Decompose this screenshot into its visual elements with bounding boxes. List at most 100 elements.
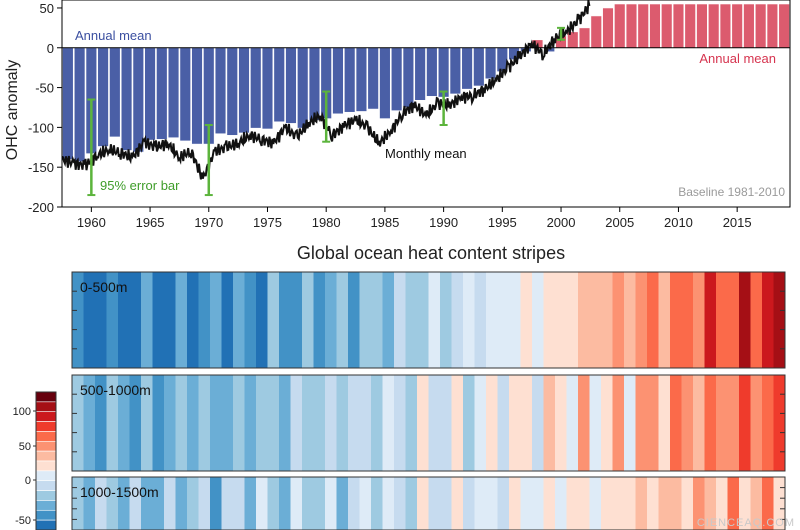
annual-mean-label-left: Annual mean (75, 28, 152, 43)
stripe (256, 272, 268, 368)
x-tick-label: 1965 (136, 215, 165, 230)
colorbar-tick-label: 50 (19, 441, 31, 453)
stripe (440, 272, 452, 368)
annual-bar-1974 (250, 47, 262, 129)
stripe (394, 477, 406, 530)
y-tick-label: -50 (35, 81, 54, 96)
stripe (279, 375, 291, 471)
stripe (681, 375, 694, 471)
y-axis-label: OHC anomaly (4, 60, 21, 160)
stripe (325, 477, 337, 530)
stripe (704, 375, 717, 471)
colorbar-swatch (35, 421, 57, 432)
stripe (359, 272, 372, 368)
stripe (624, 375, 636, 471)
stripe (233, 375, 245, 471)
annual-bar-1963 (120, 47, 133, 151)
stripe (658, 272, 671, 368)
annual-mean-bars (62, 3, 790, 162)
colorbar-swatch (35, 431, 57, 442)
stripe (451, 375, 464, 471)
stripe (716, 375, 728, 471)
stripe (681, 272, 694, 368)
stripe (451, 272, 464, 368)
stripe (635, 272, 648, 368)
stripe (233, 272, 245, 368)
stripe (106, 477, 119, 530)
stripe (693, 272, 705, 368)
stripe (141, 375, 153, 471)
colorbar-swatch (35, 440, 57, 452)
stripe (175, 272, 188, 368)
stripe (382, 375, 395, 471)
stripe (509, 375, 521, 471)
stripe (773, 375, 786, 471)
annual-bar-1993 (473, 47, 485, 87)
stripe (497, 477, 510, 530)
annual-bar-1968 (179, 47, 191, 142)
stripe (198, 272, 211, 368)
annual-bar-1988 (414, 47, 426, 101)
stripe (290, 375, 303, 471)
stripe (198, 375, 211, 471)
stripe (704, 477, 717, 530)
colorbar-swatch (35, 391, 57, 403)
stripe (267, 477, 280, 530)
stripe (405, 375, 418, 471)
stripe (348, 375, 360, 471)
y-tick-label: -150 (28, 160, 54, 175)
stripe (417, 375, 429, 471)
stripe (95, 477, 107, 530)
annual-bar-1969 (191, 47, 203, 145)
stripe (750, 375, 763, 471)
annual-bar-1975 (261, 47, 274, 130)
stripe (371, 272, 383, 368)
stripe (681, 477, 694, 530)
error-bar-1970 (204, 123, 213, 197)
stripe (486, 375, 498, 471)
annual-bar-2013 (708, 3, 720, 49)
stripe (371, 375, 383, 471)
stripe (83, 477, 96, 530)
annual-bar-1964 (132, 47, 144, 153)
stripe (578, 375, 590, 471)
stripe (727, 477, 740, 530)
error-bar-1990 (439, 90, 448, 126)
stripe (118, 477, 130, 530)
annual-bar-1972 (226, 47, 238, 136)
colorbar-swatch (35, 460, 57, 472)
colorbar-swatch (35, 490, 57, 501)
stripe (417, 477, 429, 530)
stripe (555, 477, 567, 530)
stripe (474, 272, 487, 368)
annual-bar-1962 (109, 47, 121, 138)
stripe (509, 272, 521, 368)
y-axis-ticks: 50 0 -50 -100 -150 -200 (28, 1, 62, 215)
stripe (566, 375, 579, 471)
stripe (83, 375, 96, 471)
colorbar-swatch (35, 509, 57, 521)
stripe (371, 477, 383, 530)
annual-bar-2010 (672, 3, 685, 49)
x-axis-ticks: 1960 1965 1970 1975 1980 1985 1990 1995 2000 2005… (77, 207, 752, 230)
stripe (210, 272, 222, 368)
stripe (497, 375, 510, 471)
stripe (635, 375, 648, 471)
stripe (394, 272, 406, 368)
stripe (555, 375, 567, 471)
stripe (762, 477, 774, 530)
watermark: CIENCEAQ.COM (697, 517, 795, 529)
stripes-title: Global ocean heat content stripes (297, 243, 565, 263)
stripe (279, 477, 291, 530)
stripe (532, 375, 544, 471)
stripe (750, 272, 763, 368)
stripe (555, 272, 567, 368)
annual-bar-2017 (754, 3, 767, 49)
annual-bar-2005 (614, 3, 626, 49)
x-tick-label: 1975 (253, 215, 282, 230)
annual-bar-1959 (73, 47, 86, 162)
stripe (612, 477, 625, 530)
stripe-band-1000-1500m: 1000-1500m (71, 476, 786, 530)
stripe (175, 375, 188, 471)
